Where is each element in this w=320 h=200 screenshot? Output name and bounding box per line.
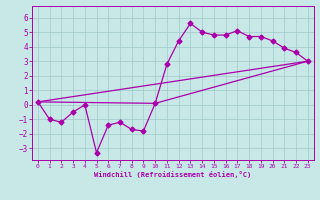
X-axis label: Windchill (Refroidissement éolien,°C): Windchill (Refroidissement éolien,°C) — [94, 171, 252, 178]
